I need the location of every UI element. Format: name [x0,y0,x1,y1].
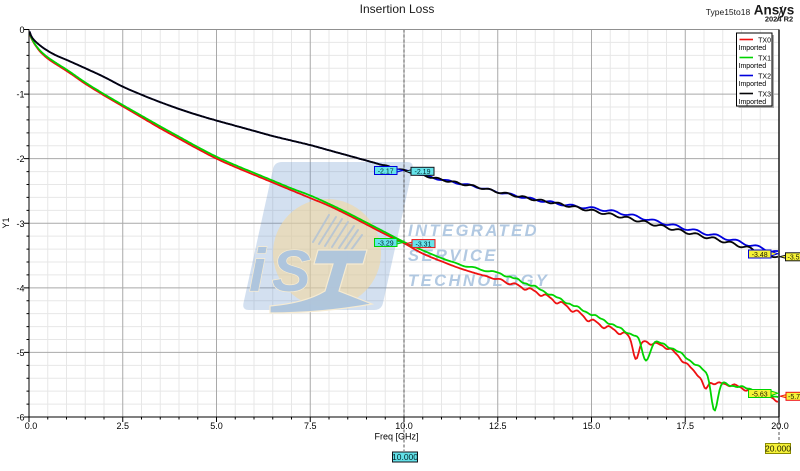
svg-text:TX3: TX3 [758,92,771,99]
svg-text:Y1: Y1 [1,217,11,228]
svg-text:-5.71: -5.71 [788,394,800,401]
svg-text:7.5: 7.5 [304,421,317,431]
svg-text:INTEGRATED: INTEGRATED [408,222,539,240]
svg-text:TX1: TX1 [758,56,771,63]
svg-text:15.0: 15.0 [583,421,601,431]
svg-text:-5: -5 [16,348,24,358]
svg-text:-1: -1 [16,90,24,100]
svg-text:5.0: 5.0 [210,421,223,431]
svg-text:Type15to18: Type15to18 [706,7,751,17]
svg-text:Freq [GHz]: Freq [GHz] [374,432,418,442]
svg-text:0.0: 0.0 [25,421,38,431]
svg-text:Imported: Imported [739,81,767,88]
svg-text:-3.31: -3.31 [416,241,432,248]
svg-text:-3: -3 [16,219,24,229]
svg-text:-2: -2 [16,154,24,164]
svg-text:12.5: 12.5 [489,421,507,431]
svg-text:-3.29: -3.29 [378,240,394,247]
svg-text:-5.63: -5.63 [752,391,768,398]
svg-text:Imported: Imported [739,45,767,52]
svg-text:-2.19: -2.19 [415,169,431,176]
svg-text:Insertion Loss: Insertion Loss [360,2,435,16]
svg-text:20.0: 20.0 [771,421,789,431]
svg-text:20.000: 20.000 [765,444,791,454]
svg-text:Imported: Imported [739,99,767,106]
svg-text:i: i [249,237,267,304]
svg-text:17.5: 17.5 [677,421,695,431]
svg-text:S: S [272,239,311,304]
svg-text:-3.52: -3.52 [788,255,800,262]
svg-text:Imported: Imported [739,63,767,70]
svg-text:-6: -6 [16,413,24,423]
svg-text:TX2: TX2 [758,74,771,81]
svg-text:-3.48: -3.48 [752,252,768,259]
svg-text:0: 0 [19,25,24,35]
svg-text:-2.17: -2.17 [378,168,394,175]
svg-text:-4: -4 [16,283,24,293]
svg-text:2.5: 2.5 [117,421,130,431]
svg-text:10.000: 10.000 [392,452,418,462]
svg-text:TX0: TX0 [758,38,771,45]
svg-text:10.0: 10.0 [395,421,413,431]
